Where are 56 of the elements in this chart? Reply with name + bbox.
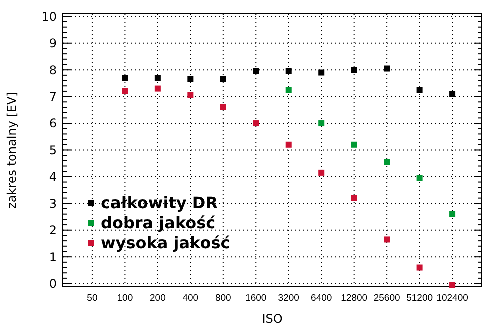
point xyxy=(154,75,161,82)
y-tick-label: 6 xyxy=(49,116,57,131)
y-tick-label: 7 xyxy=(49,90,57,104)
point xyxy=(318,170,325,176)
x-tick-label: 6400 xyxy=(311,293,332,304)
y-tick-label: 3 xyxy=(49,196,57,211)
point xyxy=(351,142,358,148)
point xyxy=(253,68,260,74)
point xyxy=(220,104,226,110)
point xyxy=(384,236,390,243)
point xyxy=(122,75,128,82)
point xyxy=(384,66,390,72)
point xyxy=(416,175,423,182)
point xyxy=(188,92,194,98)
legend-label: całkowity DR xyxy=(101,194,218,213)
point xyxy=(286,142,292,148)
point xyxy=(220,76,226,82)
x-tick-label: 100 xyxy=(117,293,134,304)
x-axis-title: ISO xyxy=(262,312,283,326)
point xyxy=(188,76,194,82)
x-tick-label: 1600 xyxy=(246,293,267,304)
legend-label: wysoka jakość xyxy=(101,234,230,253)
y-tick-label: 1 xyxy=(49,250,57,264)
point xyxy=(416,87,423,94)
x-tick-label: 3200 xyxy=(278,293,300,304)
x-tick-label: 12800 xyxy=(341,293,368,304)
y-tick-label: 10 xyxy=(42,10,57,24)
x-tick-label: 400 xyxy=(182,293,199,304)
point xyxy=(384,159,390,166)
y-tick-label: 2 xyxy=(49,224,57,238)
point xyxy=(286,68,292,74)
point xyxy=(253,120,260,127)
x-tick-label: 51200 xyxy=(406,293,434,304)
x-tick-label: 50 xyxy=(87,293,98,304)
point xyxy=(450,282,456,288)
point xyxy=(318,120,325,127)
legend-label: dobra jakość xyxy=(101,214,216,233)
point xyxy=(351,67,358,74)
point xyxy=(318,70,325,76)
y-tick-label: 9 xyxy=(49,36,57,51)
y-tick-label: 5 xyxy=(49,143,57,158)
point xyxy=(450,211,456,218)
point xyxy=(351,195,358,202)
point xyxy=(154,86,161,92)
point xyxy=(286,87,292,94)
y-axis-title: zakres tonalny [EV] xyxy=(5,92,19,209)
y-tick-label: 0 xyxy=(49,276,57,291)
x-tick-label: 800 xyxy=(215,293,232,304)
point xyxy=(122,88,128,94)
point xyxy=(416,264,423,271)
x-tick-label: 102400 xyxy=(436,293,468,304)
point xyxy=(450,91,456,98)
x-tick-label: 200 xyxy=(150,293,166,304)
y-tick-label: 8 xyxy=(49,63,57,78)
y-tick-label: 4 xyxy=(49,170,57,184)
x-tick-label: 25600 xyxy=(374,293,400,304)
